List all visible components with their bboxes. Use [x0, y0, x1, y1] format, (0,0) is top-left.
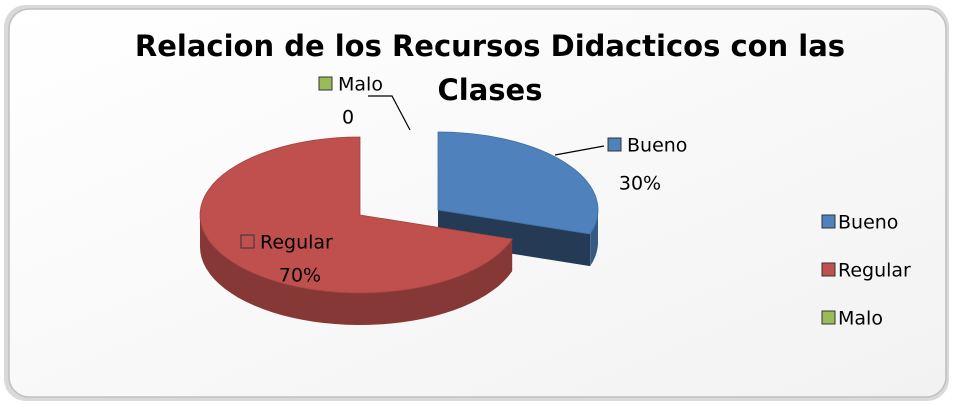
- legend-label: Bueno: [838, 212, 898, 234]
- slice-side: [200, 215, 513, 325]
- label-swatch: [607, 137, 622, 152]
- chart-title: Relacion de los Recursos Didacticos con …: [134, 29, 846, 107]
- legend-swatch: [821, 310, 836, 325]
- slice: [437, 131, 599, 235]
- data-label-category: Bueno: [627, 135, 687, 157]
- slice-cut-face: [438, 210, 591, 267]
- data-label-category: Regular: [260, 232, 333, 254]
- legend-label: Malo: [838, 308, 883, 330]
- leader-line: [554, 145, 605, 156]
- data-labels: Bueno 30% Regular 70% Malo 0: [240, 74, 687, 287]
- label-swatch: [240, 234, 255, 249]
- legend-swatch: [821, 262, 836, 277]
- data-label-value: 70%: [279, 265, 321, 287]
- slice-side: [590, 210, 598, 267]
- data-label-value: 0: [342, 107, 354, 129]
- slice: [199, 136, 513, 294]
- data-label-value: 30%: [619, 173, 661, 195]
- legend: Bueno Regular Malo: [821, 212, 911, 330]
- legend-swatch: [821, 214, 836, 229]
- label-swatch: [318, 76, 333, 91]
- pie: [199, 131, 599, 325]
- leader-line: [368, 95, 411, 131]
- data-label-category: Malo: [338, 74, 383, 96]
- legend-label: Regular: [838, 260, 911, 282]
